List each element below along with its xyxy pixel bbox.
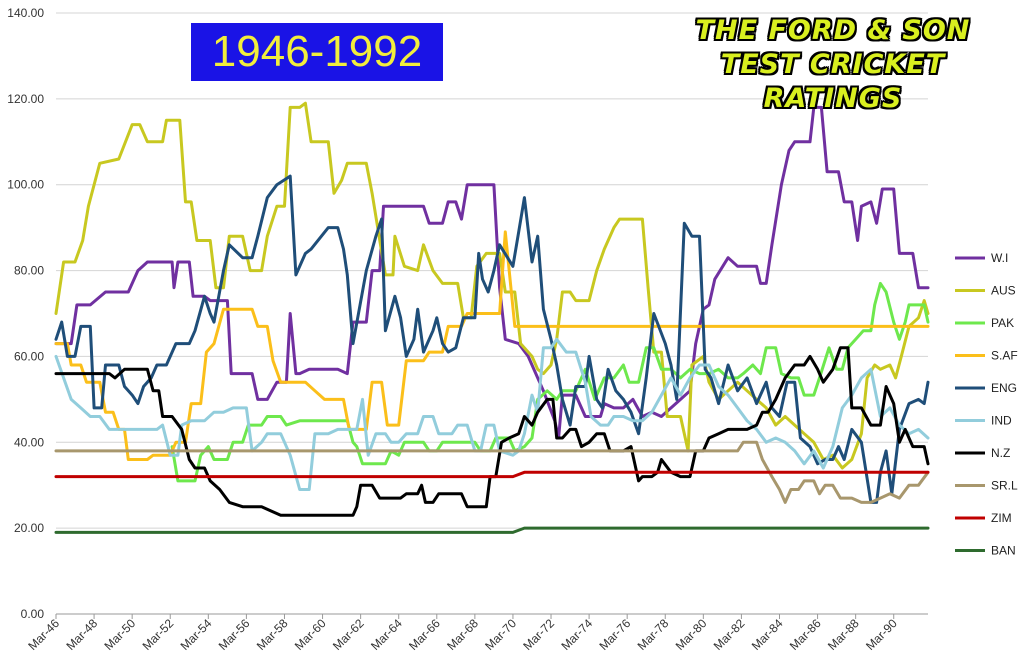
y-tick-label: 140.00 bbox=[7, 6, 44, 20]
series-line-s-af bbox=[54, 230, 930, 461]
series-line-w-i bbox=[54, 105, 930, 440]
legend-label: IND bbox=[991, 414, 1012, 428]
y-axis-ticks: 0.00 20.00 40.00 60.00 80.00 100.00 120.00 140.… bbox=[7, 6, 44, 621]
y-tick-label: 20.00 bbox=[14, 521, 44, 535]
series-line-zim bbox=[54, 470, 930, 479]
legend-label: W.I bbox=[991, 251, 1008, 265]
legend-label: ENG bbox=[991, 381, 1017, 395]
y-tick-label: 40.00 bbox=[14, 435, 44, 449]
brand-title: THE FORD & SON TEST CRICKET RATINGS bbox=[648, 14, 1018, 116]
y-tick-label: 60.00 bbox=[14, 349, 44, 363]
series-line-aus bbox=[54, 101, 930, 470]
series-line-eng bbox=[54, 174, 930, 504]
legend-label: SR.L bbox=[991, 479, 1018, 493]
legend-label: S.AF bbox=[991, 349, 1018, 363]
y-tick-label: 80.00 bbox=[14, 264, 44, 278]
y-tick-label: 120.00 bbox=[7, 92, 44, 106]
series-line-n-z bbox=[54, 346, 930, 517]
legend-label: BAN bbox=[991, 544, 1016, 558]
series-line-sr-l bbox=[54, 440, 930, 504]
series-line-ind bbox=[54, 337, 930, 491]
brand-line-1: THE FORD & SON bbox=[695, 15, 971, 46]
series-line-ban bbox=[54, 526, 930, 534]
legend-label: N.Z bbox=[991, 446, 1010, 460]
y-tick-label: 0.00 bbox=[21, 607, 45, 621]
brand-line-2: TEST CRICKET RATINGS bbox=[720, 49, 946, 114]
legend-label: PAK bbox=[991, 316, 1014, 330]
period-banner: 1946-1992 bbox=[191, 23, 443, 81]
series-lines bbox=[54, 101, 930, 534]
y-tick-label: 100.00 bbox=[7, 178, 44, 192]
legend-label: ZIM bbox=[991, 511, 1012, 525]
legend-label: AUS bbox=[991, 284, 1016, 298]
period-label: 1946-1992 bbox=[211, 27, 423, 76]
legend: W.I AUS PAK S.AF ENG IND N.Z SR.L ZIM BAN bbox=[955, 251, 1018, 558]
